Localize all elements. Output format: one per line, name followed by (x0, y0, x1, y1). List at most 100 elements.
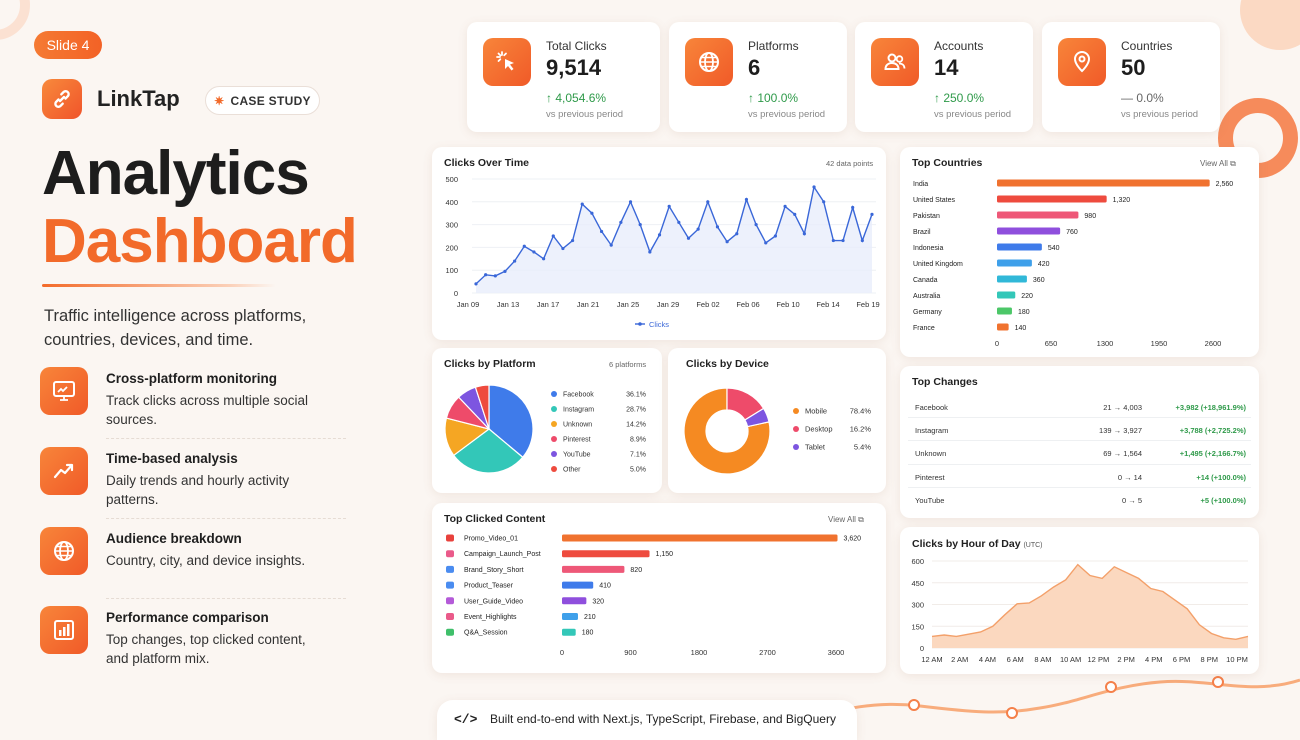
bar (997, 211, 1079, 219)
data-point (706, 200, 710, 204)
legend-dot (551, 451, 557, 457)
slide-badge: Slide 4 (34, 31, 102, 59)
range-cell: 21 → 4,003 (1103, 403, 1142, 412)
kpi-change: ↑ 250.0% (934, 91, 985, 105)
legend-label: Pinterest (563, 437, 591, 444)
x-tick-label: 12 AM (921, 655, 942, 664)
x-tick-label: Jan 21 (577, 300, 600, 309)
bar (562, 565, 625, 573)
content-thumbnail-icon (446, 597, 454, 605)
value-label: 760 (1066, 229, 1078, 236)
bg-wave-decoration (780, 676, 1300, 728)
kpi-label: Countries (1121, 39, 1173, 53)
legend-dot (793, 426, 799, 432)
feature-desc: Top changes, top clicked content, and pl… (106, 632, 306, 666)
data-point (773, 234, 778, 238)
x-tick-label: 10 AM (1060, 655, 1081, 664)
data-point (802, 232, 806, 236)
x-tick-label: 2 AM (951, 655, 968, 664)
bar (562, 613, 578, 620)
data-point (493, 274, 497, 278)
data-point (812, 185, 816, 189)
data-point (522, 244, 526, 248)
trend-up-icon (40, 447, 88, 495)
bar (997, 323, 1009, 331)
clicks-by-device-chart: Mobile 78.4% Desktop 16.2% Tablet 5.4% (683, 387, 871, 475)
series-line (931, 563, 1249, 641)
chart-meta: 42 data points (826, 159, 874, 168)
slice (488, 384, 534, 459)
legend-dot (551, 421, 557, 427)
monitor-icon (40, 367, 88, 415)
bar (997, 291, 1016, 299)
legend-dot (551, 466, 557, 472)
data-point (619, 220, 623, 224)
content-thumbnail-icon (446, 581, 454, 589)
divider (106, 438, 346, 439)
kpi-vs: vs previous period (1121, 109, 1199, 120)
globe-icon (685, 38, 733, 86)
x-tick-label: Jan 13 (497, 300, 520, 309)
case-study-label: CASE STUDY (230, 93, 311, 108)
value-label: 820 (630, 567, 642, 574)
data-point (841, 238, 845, 243)
tech-stack-footer: </> Built end-to-end with Next.js, TypeS… (437, 700, 857, 740)
code-icon: </> (454, 712, 478, 727)
bar (562, 597, 587, 605)
feature-item: Cross-platform monitoring Track clicks a… (38, 367, 348, 443)
view-all-link[interactable]: View All ⧉ (1200, 159, 1236, 169)
y-tick-label: 0 (920, 644, 924, 653)
value-label: 180 (1018, 309, 1030, 316)
country-label: Germany (913, 309, 942, 316)
feature-desc: Track clicks across multiple social sour… (106, 393, 309, 427)
legend-label: Facebook (563, 392, 594, 399)
legend-dot (793, 408, 799, 414)
x-tick-label: 8 AM (1034, 655, 1051, 664)
kpi-vs: vs previous period (748, 109, 826, 120)
country-label: Canada (913, 277, 938, 284)
x-tick-label: Feb 10 (776, 300, 799, 309)
bg-blob-topright (1240, 0, 1300, 50)
data-point (648, 250, 652, 254)
view-all-link[interactable]: View All ⧉ (828, 515, 864, 525)
x-tick-label: Jan 17 (537, 300, 560, 309)
content-thumbnail-icon (446, 550, 454, 558)
bar (562, 581, 594, 589)
legend-marker (638, 322, 642, 326)
delta-cell: +1,495 (+2,166.7%) (1179, 449, 1246, 459)
country-label: Pakistan (913, 213, 940, 220)
feature-title: Audience breakdown (106, 531, 242, 546)
headline-line1: Analytics (42, 139, 310, 208)
x-tick-label: 0 (995, 339, 999, 348)
delta-cell: +3,982 (+18,961.9%) (1175, 403, 1246, 412)
content-thumbnail-icon (446, 628, 454, 636)
feature-title: Performance comparison (106, 610, 269, 625)
slice (474, 384, 490, 430)
legend-label: Instagram (563, 407, 594, 414)
data-point (638, 223, 642, 227)
content-thumbnail-icon (446, 565, 454, 573)
slice (683, 387, 771, 475)
content-label: Promo_Video_01 (464, 536, 518, 543)
value-label: 140 (1015, 325, 1027, 332)
data-point (831, 238, 835, 243)
legend-value: 7.1% (630, 452, 646, 459)
kpi-change: ↑ 100.0% (748, 91, 799, 105)
kpi-vs: vs previous period (934, 109, 1012, 120)
country-label: India (913, 181, 928, 188)
clicks-by-device-card: Clicks by Device Mobile 78.4% Desktop 16.2%… (668, 348, 886, 493)
x-tick-label: 6 AM (1007, 655, 1024, 664)
clicks-over-time-card: Clicks Over Time 42 data points 500 400 30… (432, 147, 886, 340)
data-point (551, 234, 555, 238)
content-label: Campaign_Launch_Post (464, 551, 541, 558)
slice (452, 428, 524, 474)
kpi-label: Total Clicks (546, 39, 607, 53)
legend-label: Desktop (805, 425, 833, 434)
value-label: 180 (582, 630, 594, 637)
legend-label: YouTube (563, 452, 591, 459)
data-point (532, 250, 536, 254)
brand-name: LinkTap (97, 86, 180, 111)
legend-value: 5.4% (854, 443, 871, 452)
legend-label: Other (563, 467, 581, 474)
x-tick-label: 1800 (691, 648, 708, 657)
